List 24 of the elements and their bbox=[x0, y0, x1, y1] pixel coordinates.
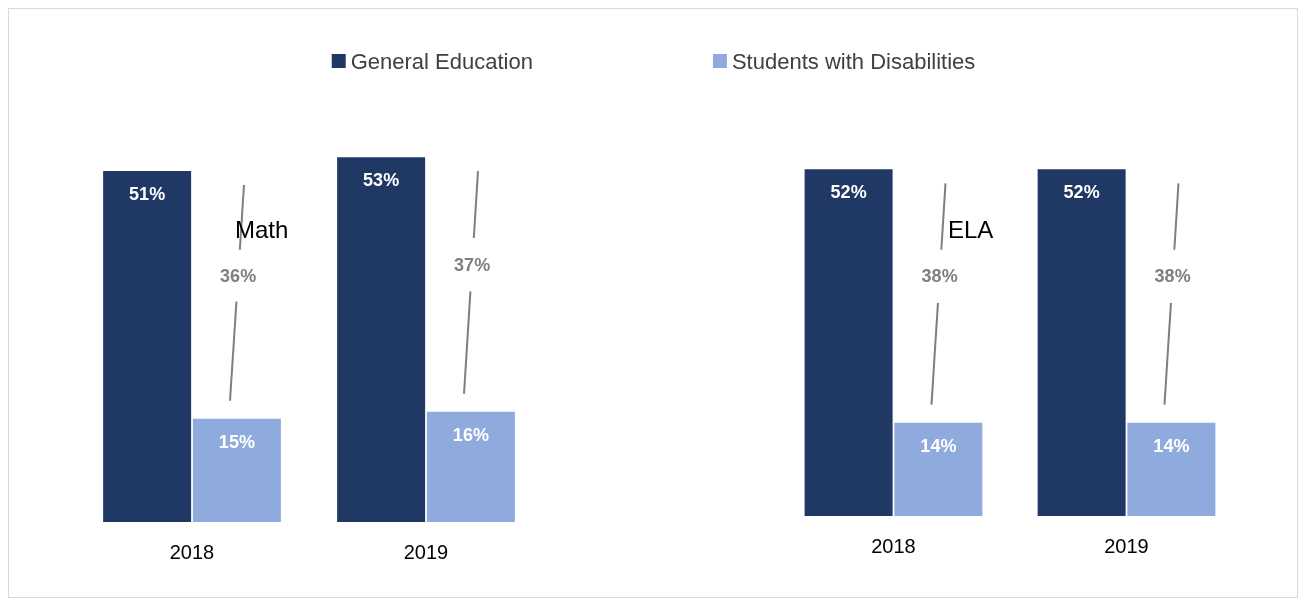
x-tick-label: 2019 bbox=[403, 541, 449, 563]
legend-label: Students with Disabilities bbox=[731, 48, 976, 74]
x-tick-label: 2019 bbox=[1104, 535, 1149, 557]
annotation: 36% bbox=[220, 265, 257, 286]
bar bbox=[103, 170, 192, 522]
data-label: 15% bbox=[218, 431, 255, 452]
x-tick-label: 2018 bbox=[169, 541, 215, 563]
data-label: 52% bbox=[1063, 182, 1100, 203]
data-label: 16% bbox=[452, 424, 489, 445]
text: Math bbox=[235, 215, 289, 243]
text: ELA bbox=[948, 215, 994, 243]
data-label: 51% bbox=[129, 183, 166, 204]
bar bbox=[337, 157, 426, 522]
annotation: 38% bbox=[1154, 266, 1191, 287]
x-tick-label: 2018 bbox=[871, 535, 916, 557]
annotation: 38% bbox=[921, 266, 958, 287]
data-label: 14% bbox=[1153, 435, 1190, 456]
legend-label: General Education bbox=[350, 48, 533, 74]
bar bbox=[426, 411, 515, 522]
data-label: 14% bbox=[920, 435, 957, 456]
data-label: 52% bbox=[830, 182, 867, 203]
data-label: 53% bbox=[363, 170, 400, 191]
bar bbox=[192, 418, 281, 522]
annotation: 37% bbox=[454, 254, 491, 275]
